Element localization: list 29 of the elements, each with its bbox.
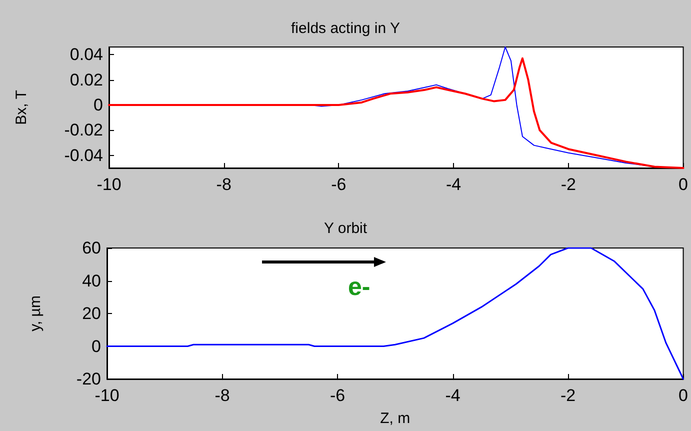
x-tick-label: 0 (678, 386, 688, 405)
annotation: e- (348, 273, 370, 302)
y-tick-label: 0 (92, 336, 101, 356)
x-tick-label: -6 (330, 386, 346, 405)
x-tick-label: -10 (96, 175, 122, 194)
line-series (106, 247, 684, 380)
y-tick-label: -0.02 (64, 120, 103, 140)
y-tick-label: 0 (94, 95, 103, 114)
y-axis-title: y, µm (27, 296, 44, 332)
y-tick-label: 40 (82, 271, 101, 290)
x-tick-label: -6 (331, 175, 346, 194)
x-tick-label: -2 (560, 386, 576, 405)
x-tick-label: -8 (214, 386, 230, 405)
chart-title: fields acting in Y (291, 20, 400, 37)
y-tick-label: 0.04 (70, 45, 103, 64)
x-tick-label: 0 (678, 175, 688, 194)
y-tick-label: -20 (76, 370, 101, 388)
x-tick-label: -8 (216, 175, 232, 194)
y-axis-title: Bx, T (13, 90, 30, 125)
y-tick-label: 20 (82, 304, 101, 323)
x-tick-label: -10 (94, 386, 120, 405)
y-tick-label: -0.04 (64, 146, 103, 165)
x-tick-label: -2 (560, 175, 576, 194)
x-tick-label: -4 (445, 386, 460, 405)
y-tick-label: 60 (82, 238, 101, 258)
x-tick-label: -4 (446, 175, 462, 194)
y-tick-label: 0.02 (70, 70, 103, 90)
chart-title: Y orbit (324, 220, 368, 237)
x-axis-title: Z, m (380, 410, 410, 427)
